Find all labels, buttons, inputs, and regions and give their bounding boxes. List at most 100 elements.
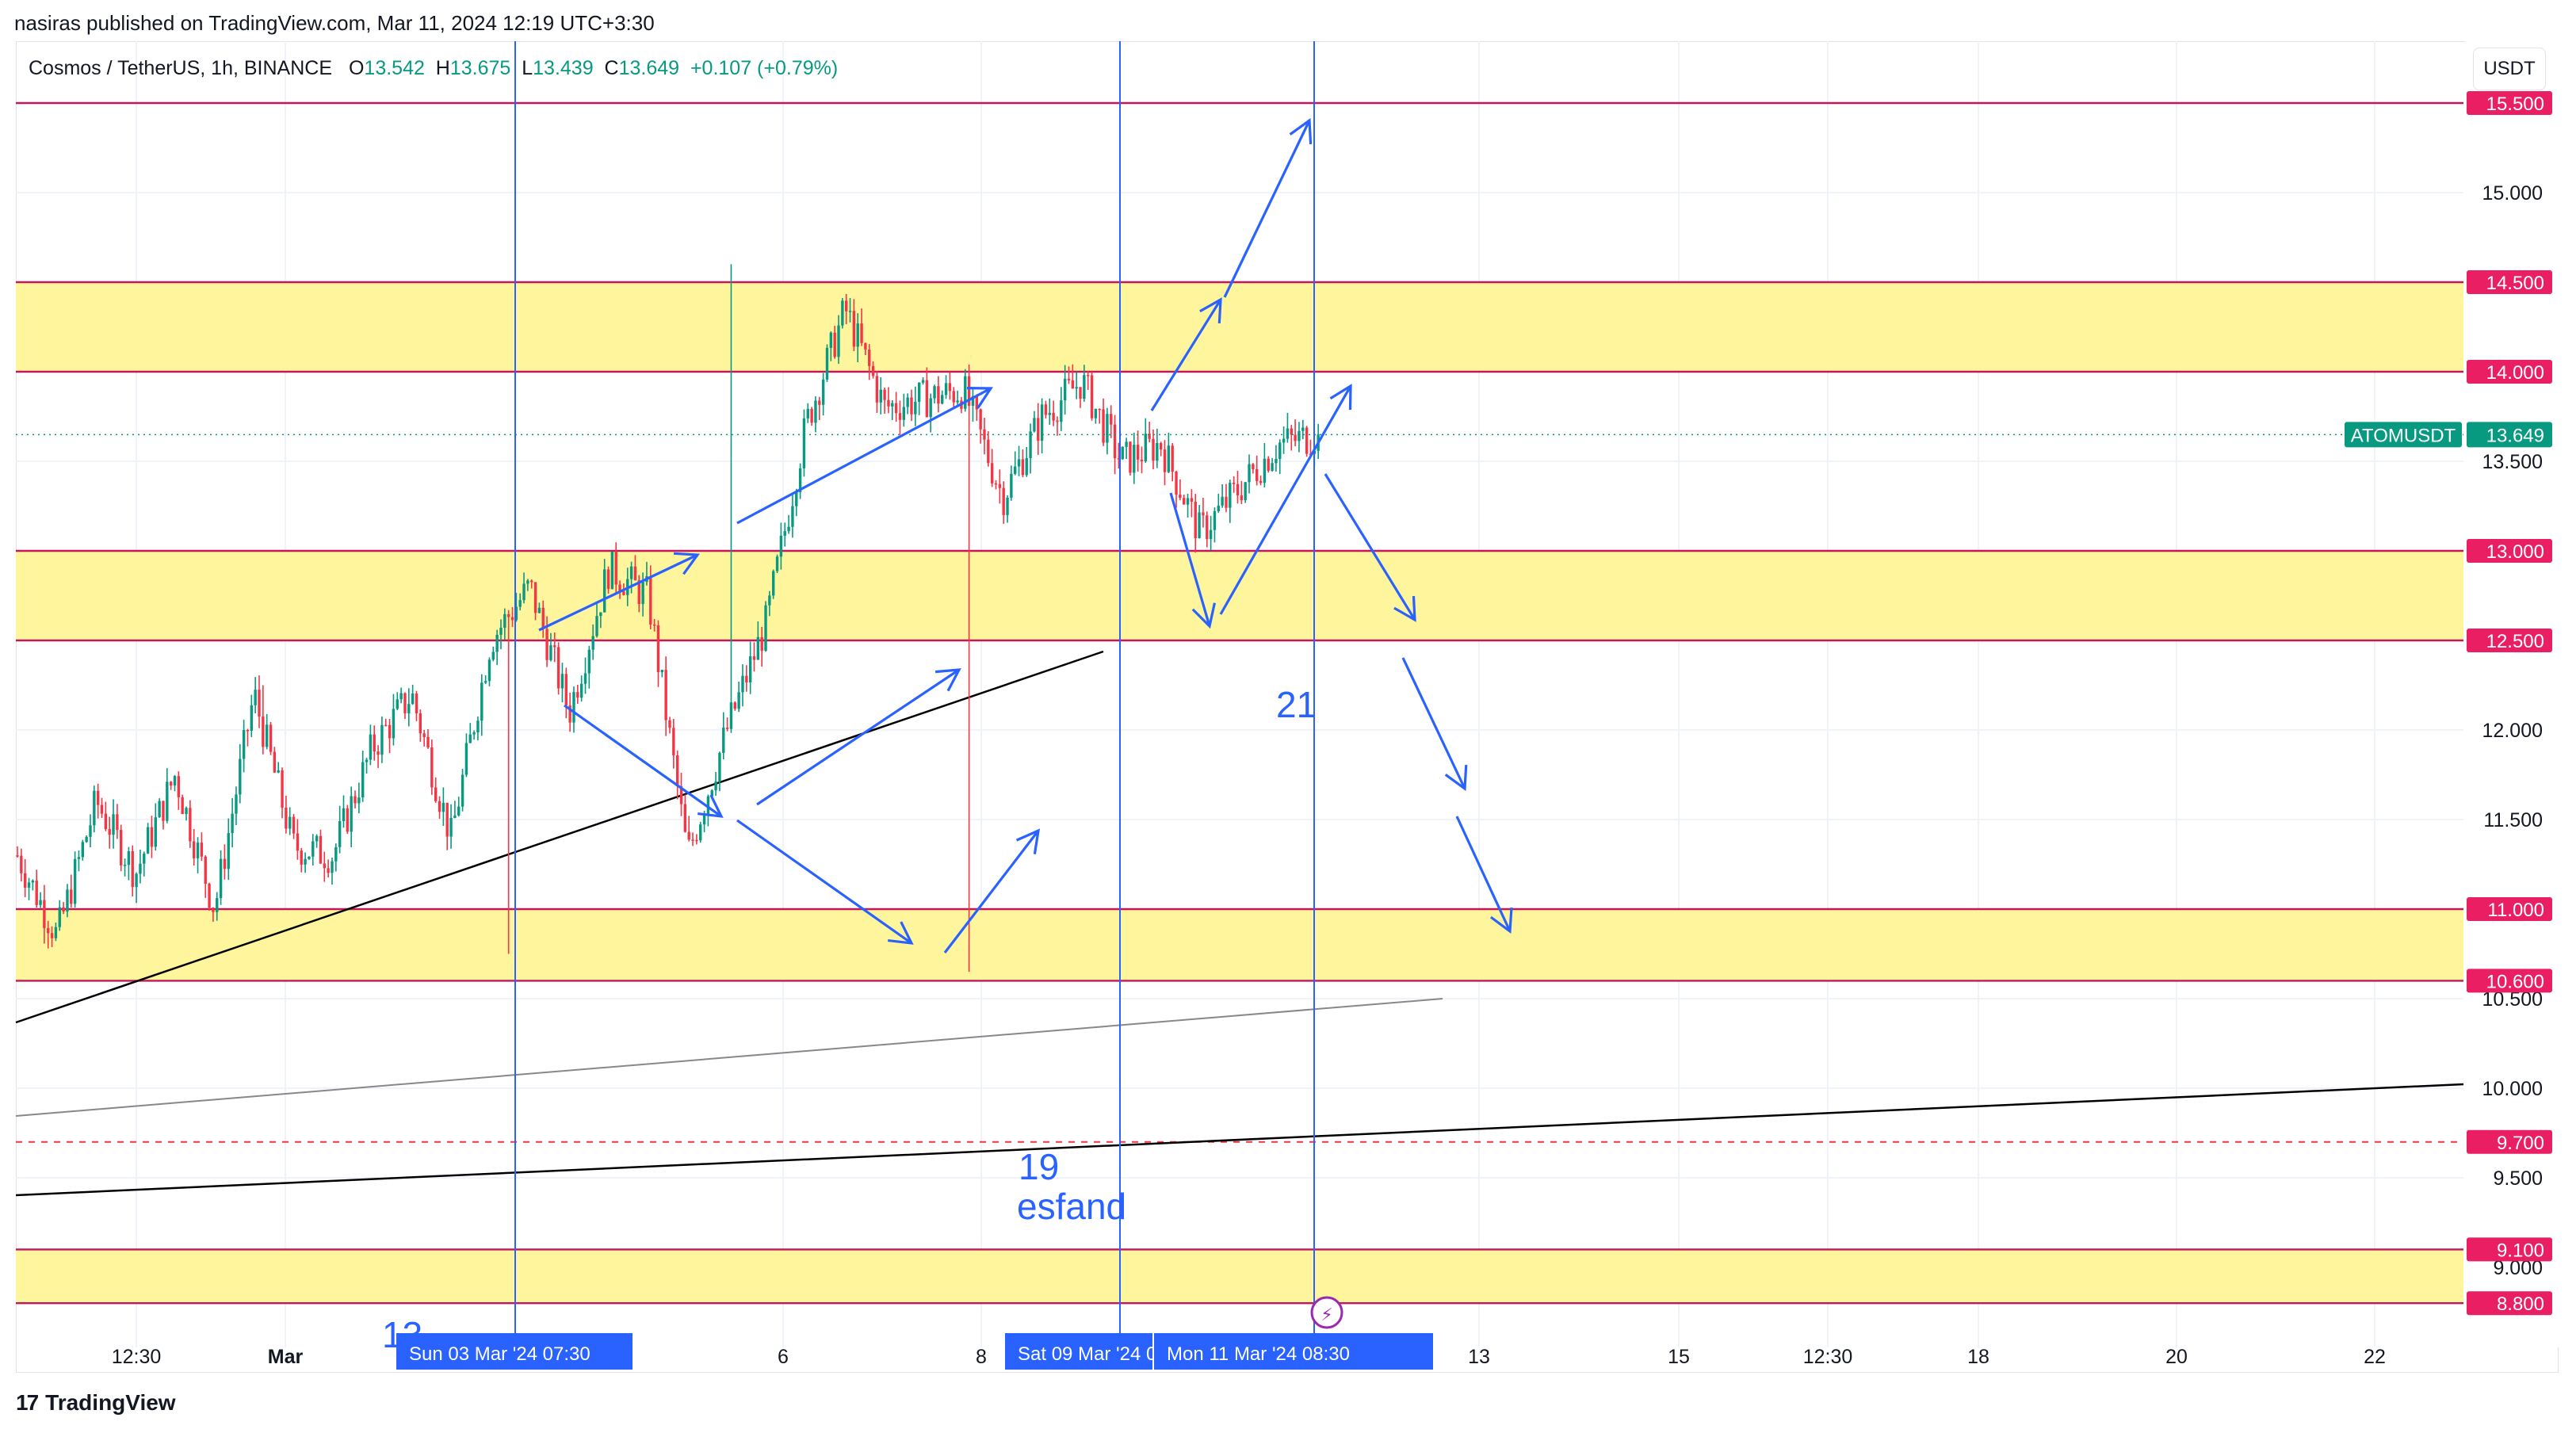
candle-body bbox=[27, 882, 31, 888]
drawn-arrow-line bbox=[1150, 299, 1222, 411]
candle-body bbox=[47, 927, 50, 934]
candle-body bbox=[672, 728, 675, 756]
change-value: +0.107 (+0.79%) bbox=[690, 57, 839, 79]
candle-body bbox=[365, 759, 369, 762]
price-level-label-text: 8.800 bbox=[2497, 1294, 2544, 1315]
candle-body bbox=[668, 720, 671, 728]
price-level-label-bg bbox=[2467, 270, 2552, 294]
candle-body bbox=[1067, 378, 1071, 380]
tradingview-name: TradingView bbox=[45, 1390, 176, 1415]
candle-body bbox=[948, 383, 952, 392]
drawn-arrow-line bbox=[736, 387, 992, 525]
symbol-legend: Cosmos / TetherUS, 1h, BINANCE O13.542 H… bbox=[29, 57, 838, 80]
zone-band bbox=[16, 1249, 2463, 1304]
candle-body bbox=[388, 724, 392, 739]
candle-body bbox=[1014, 466, 1017, 474]
candle-body bbox=[998, 483, 1002, 488]
candle-body bbox=[941, 395, 944, 404]
candle-body bbox=[1301, 427, 1305, 431]
currency-button[interactable]: USDT bbox=[2473, 48, 2546, 90]
candle-body bbox=[1186, 498, 1190, 505]
candle-body bbox=[929, 398, 932, 418]
candle-body bbox=[1117, 458, 1121, 460]
candle-body bbox=[246, 730, 250, 732]
candle-body bbox=[143, 853, 146, 864]
candle-body bbox=[679, 786, 683, 804]
candle-body bbox=[649, 576, 652, 625]
candle-body bbox=[380, 724, 384, 755]
candle-body bbox=[729, 702, 733, 729]
marker-date-label: Sat 09 Mar '24 09: bbox=[1005, 1333, 1172, 1370]
candle-body bbox=[327, 868, 330, 873]
candle-body bbox=[1044, 404, 1048, 415]
candle-body bbox=[733, 702, 736, 709]
candle-body bbox=[438, 801, 441, 812]
candle-body bbox=[883, 389, 886, 400]
y-tick-label: 9.500 bbox=[2493, 1167, 2543, 1190]
candle-body bbox=[856, 323, 859, 347]
high-value: 13.675 bbox=[449, 57, 511, 79]
candle-body bbox=[802, 418, 806, 468]
candle-body bbox=[173, 776, 177, 785]
candle-body bbox=[1236, 483, 1240, 496]
candle-body bbox=[273, 751, 277, 773]
candle-body bbox=[93, 790, 96, 826]
candle-body bbox=[281, 770, 284, 808]
y-tick-label: 13.500 bbox=[2482, 451, 2543, 473]
candle-body bbox=[1075, 387, 1078, 389]
candle-body bbox=[595, 616, 598, 636]
annotation-19: 19 bbox=[1019, 1146, 1059, 1187]
candle-body bbox=[549, 645, 552, 660]
candle-body bbox=[1278, 442, 1282, 459]
candle-body bbox=[871, 365, 875, 376]
drawn-arrow-head bbox=[1489, 907, 1513, 934]
candle-body bbox=[239, 759, 242, 795]
candle-body bbox=[361, 762, 365, 798]
candle-body bbox=[745, 675, 748, 683]
price-level-label-text: 12.500 bbox=[2486, 631, 2544, 652]
candle-body bbox=[269, 724, 273, 752]
candle-body bbox=[656, 625, 660, 673]
candle-body bbox=[1267, 458, 1270, 471]
candle-body bbox=[545, 629, 548, 660]
drawn-arrow-head bbox=[1191, 602, 1216, 629]
open-value: 13.542 bbox=[364, 57, 425, 79]
x-tick-label: Mar bbox=[268, 1346, 304, 1368]
candle-body bbox=[898, 413, 902, 420]
price-level-label-text: 15.500 bbox=[2486, 94, 2544, 115]
candle-body bbox=[1183, 498, 1186, 505]
candle-body bbox=[1071, 380, 1075, 389]
low-label: L bbox=[522, 57, 533, 79]
price-level-label: 14.000 bbox=[2467, 360, 2552, 384]
candle-body bbox=[250, 705, 254, 731]
candle-body bbox=[1213, 510, 1217, 530]
marker-date-bg bbox=[1154, 1333, 1433, 1370]
drawn-arrow-head bbox=[1015, 828, 1041, 854]
marker-date-text: Mon 11 Mar '24 08:30 bbox=[1167, 1343, 1350, 1365]
y-tick-label: 10.000 bbox=[2482, 1078, 2543, 1100]
candle-body bbox=[952, 391, 955, 403]
price-level-label-bg bbox=[2467, 897, 2552, 921]
candle-body bbox=[311, 841, 315, 857]
candle-body bbox=[772, 571, 775, 596]
drawn-arrow-line bbox=[1223, 120, 1311, 298]
candle-body bbox=[1090, 375, 1094, 418]
symbol-tag-bg bbox=[2345, 422, 2462, 448]
candle-body bbox=[768, 595, 771, 606]
marker-date-bg bbox=[396, 1333, 633, 1370]
candle-body bbox=[127, 851, 131, 866]
drawn-arrow-head bbox=[888, 921, 914, 945]
price-level-label-bg bbox=[2467, 91, 2552, 115]
candle-body bbox=[971, 396, 975, 407]
price-level-label-bg bbox=[2467, 539, 2552, 563]
price-level-label: 11.000 bbox=[2467, 897, 2552, 921]
candle-body bbox=[1121, 446, 1124, 460]
candle-body bbox=[66, 889, 69, 912]
candle-body bbox=[1190, 498, 1194, 503]
candle-body bbox=[480, 682, 483, 721]
price-level-label-bg bbox=[2467, 360, 2552, 384]
alert-icon bbox=[1310, 1296, 1343, 1329]
candle-body bbox=[1029, 431, 1032, 459]
candle-body bbox=[921, 380, 925, 383]
